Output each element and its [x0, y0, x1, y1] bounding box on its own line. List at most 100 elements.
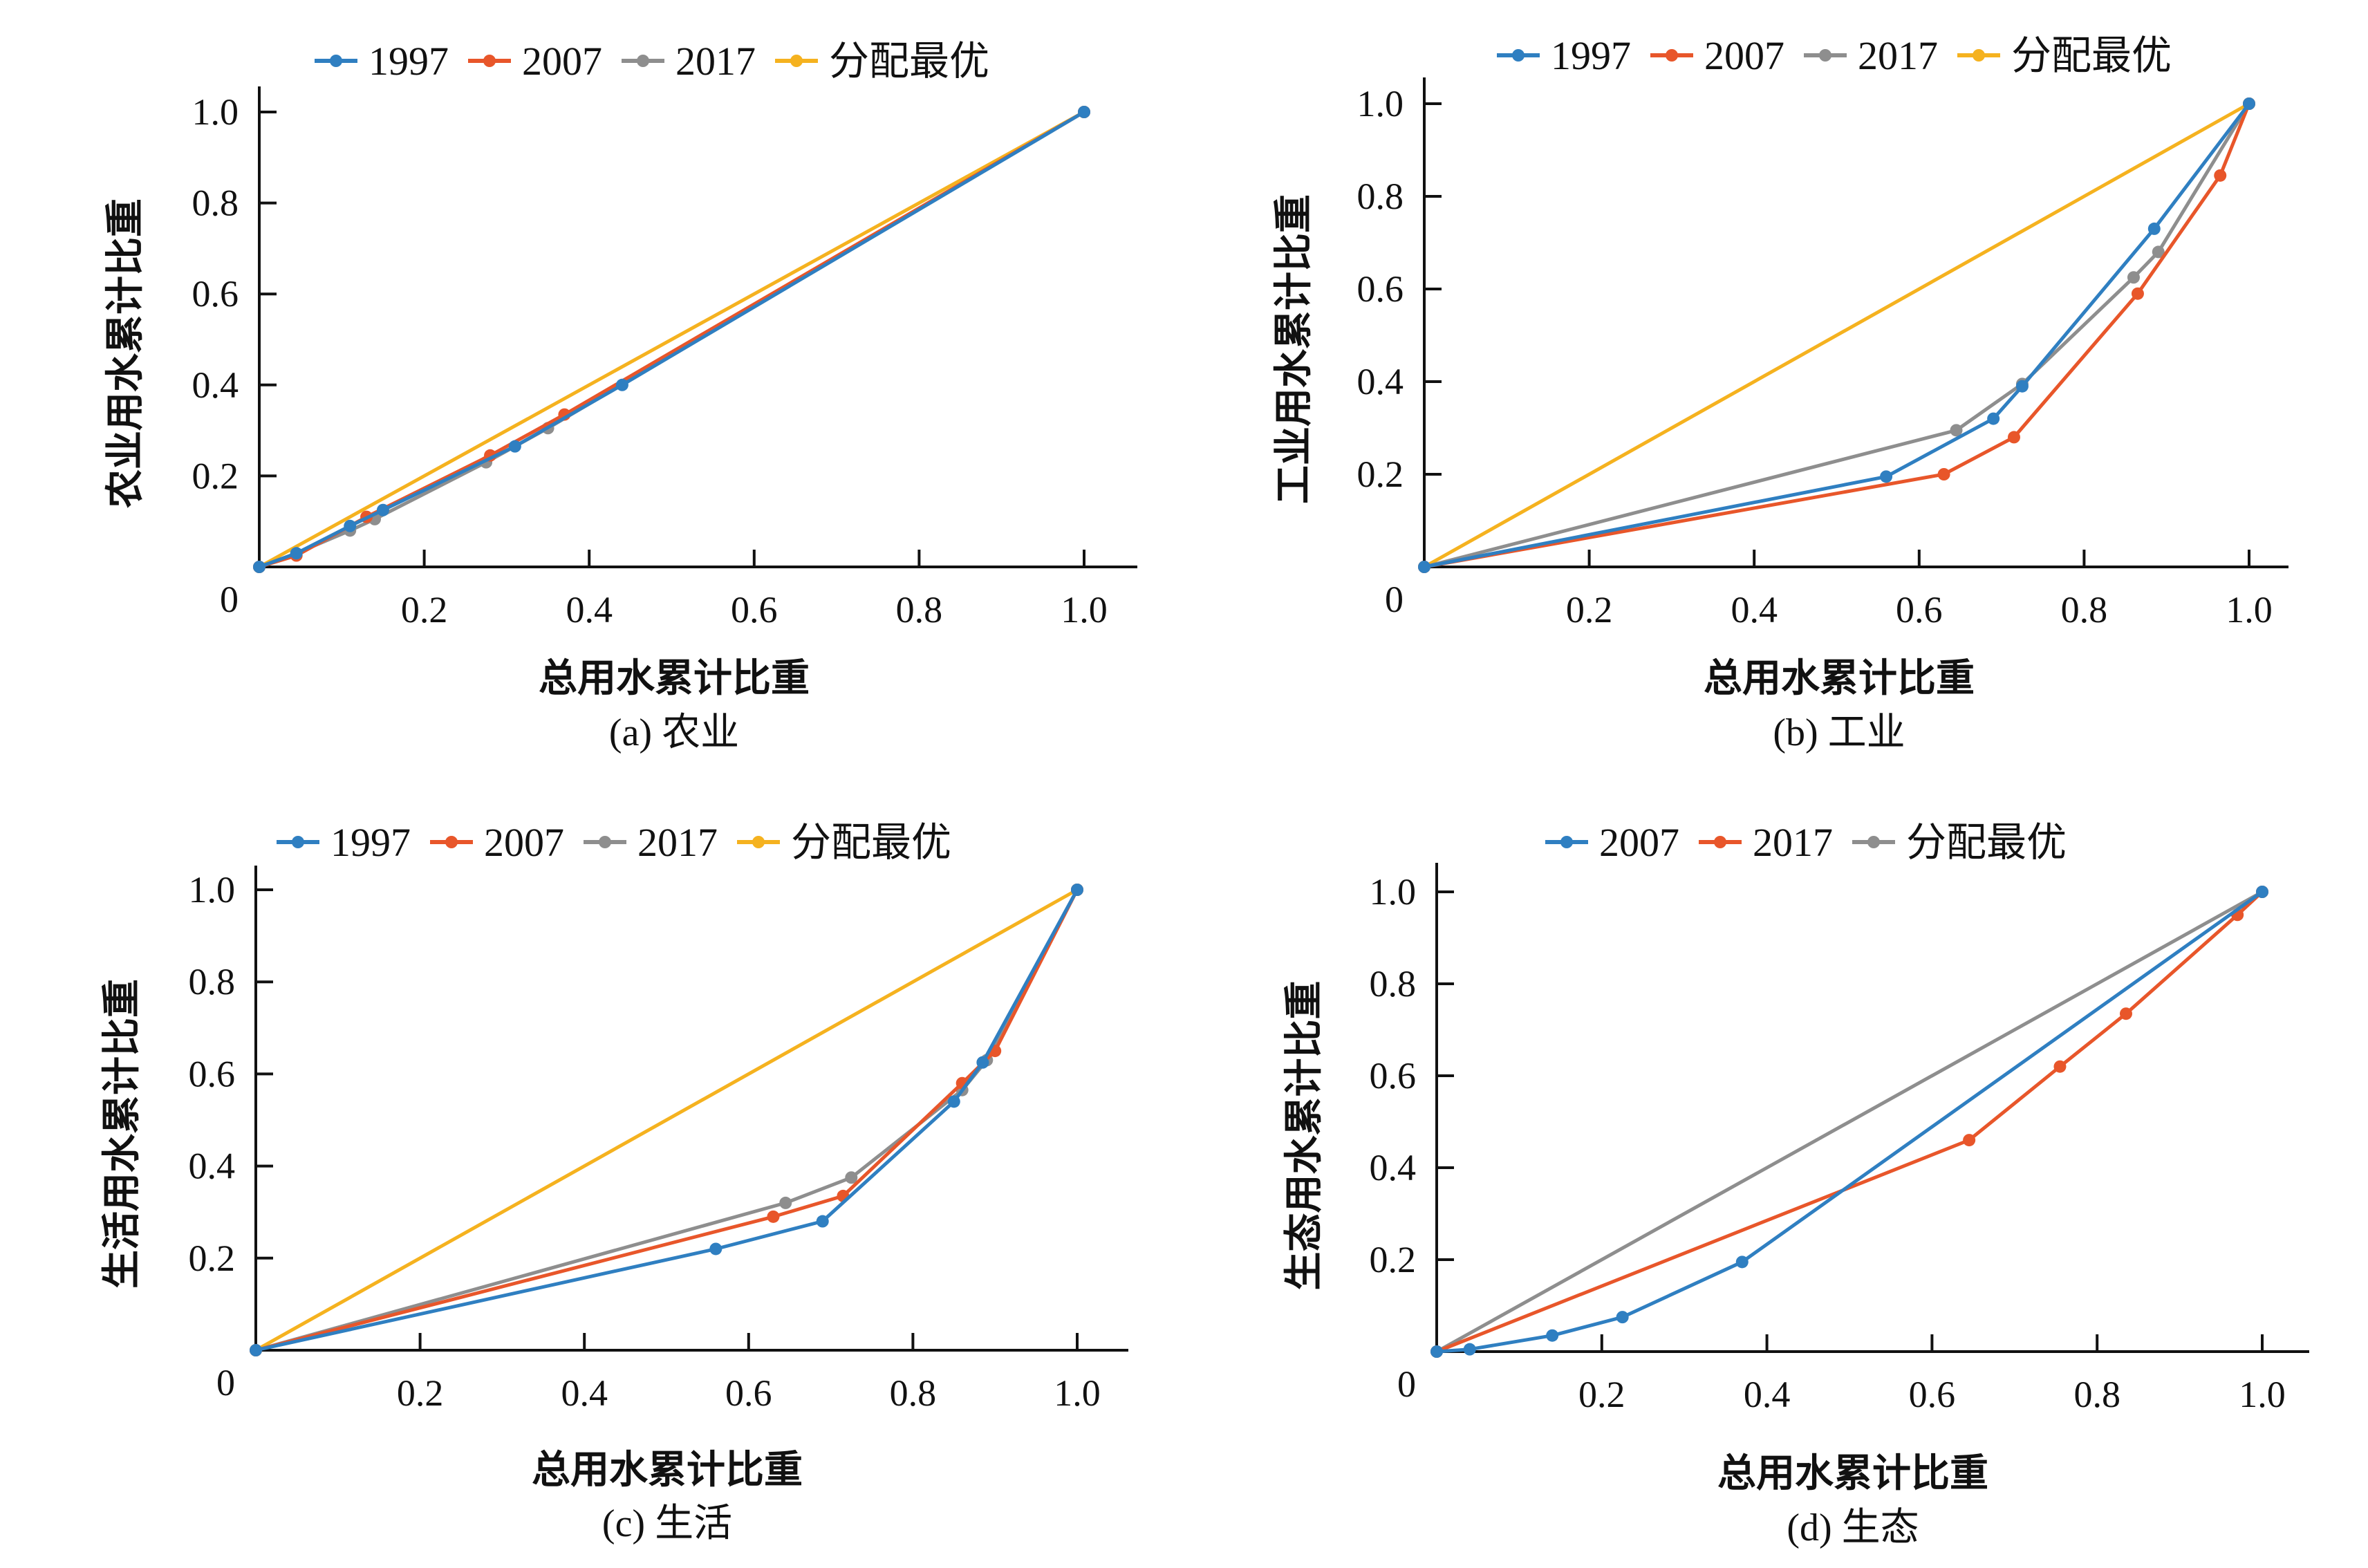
x-tick-label: 0.6 [725, 1372, 772, 1414]
data-point [290, 547, 303, 560]
series-line [1424, 102, 2251, 569]
data-point [1616, 1311, 1629, 1324]
legend-item: 2017 [584, 820, 718, 865]
y-tick-label: 0.6 [1357, 268, 1404, 310]
data-point [767, 1210, 780, 1223]
legend-label: 分配最优 [829, 39, 989, 84]
data-point [2127, 271, 2140, 284]
legend-marker [1867, 836, 1880, 848]
series-分配最优 [1430, 886, 2268, 1358]
x-tick-label: 1.0 [1061, 589, 1108, 631]
series-1997 [250, 884, 1083, 1356]
data-point [1463, 1343, 1476, 1356]
series-分配最优 [250, 884, 1083, 1356]
legend-marker [599, 836, 611, 848]
legend-label: 2007 [522, 39, 602, 84]
series-line [258, 110, 1085, 569]
y-tick-label: 0.2 [1370, 1239, 1417, 1280]
x-tick-label: 0.2 [397, 1372, 444, 1414]
data-point [845, 1171, 858, 1184]
data-point [615, 378, 628, 391]
plot-area [1418, 97, 2255, 573]
data-point [2243, 97, 2255, 110]
data-point [1963, 1134, 1976, 1147]
series-line [255, 888, 1079, 1352]
legend-marker [445, 836, 458, 848]
x-tick-label: 1.0 [1054, 1372, 1101, 1414]
legend: 1997 2007 2017 分配最优 [315, 39, 989, 84]
y-tick-label: 0.6 [1370, 1055, 1417, 1096]
data-point [1546, 1329, 1559, 1342]
data-point [947, 1095, 960, 1108]
x-tick-label: 0.4 [561, 1372, 608, 1414]
x-tick-label: 0.6 [1896, 589, 1943, 631]
series-line [1435, 890, 2264, 1354]
series-1997 [253, 106, 1090, 573]
series-2007 [1430, 886, 2268, 1358]
y-tick-label: 0.2 [1357, 454, 1404, 495]
legend-label: 分配最优 [2011, 33, 2172, 78]
legend-label: 2007 [1704, 33, 1784, 78]
y-tick-label: 0.2 [189, 1238, 236, 1279]
x-tick-label: 0.8 [2073, 1374, 2120, 1415]
legend-label: 1997 [330, 820, 411, 865]
panel-b: 1997 2007 2017 分配最优 0.2 0.4 0.6 0.8 1.00.20.40.… [1271, 33, 2288, 754]
legend-item: 分配最优 [1957, 33, 2172, 78]
data-point [2152, 245, 2165, 259]
y-tick-label: 1.0 [189, 869, 236, 911]
legend-marker [1714, 836, 1726, 848]
data-point [1987, 412, 2000, 425]
y-tick-label: 0.2 [192, 455, 239, 496]
data-point [1078, 106, 1090, 118]
data-point [1418, 561, 1430, 573]
series-line [1423, 102, 2250, 569]
y-tick-label: 1.0 [192, 91, 239, 133]
legend: 2007 2017 分配最优 [1545, 820, 2067, 865]
legend-item: 2017 [1804, 33, 1938, 78]
x-tick-label: 1.0 [2239, 1374, 2286, 1415]
axes: 0.2 0.4 0.6 0.8 1.0 0.2 0.4 0.6 0.8 1.0 0 [1357, 77, 2288, 631]
y-tick-label: 0.8 [189, 961, 236, 1002]
legend-marker [752, 836, 765, 848]
x-axis-title: 总用水累计比重 [1717, 1450, 1988, 1496]
series-line [259, 110, 1085, 569]
axes: 0.2 0.4 0.6 0.8 1.0 0.2 0.4 0.6 0.8 1.0 0 [1370, 863, 2309, 1415]
legend-item: 1997 [315, 39, 449, 84]
series-line [255, 888, 1079, 1352]
data-point [1071, 884, 1083, 896]
x-tick-label: 1.0 [2226, 589, 2273, 631]
data-point [709, 1242, 722, 1256]
legend-item: 1997 [277, 820, 411, 865]
legend-marker [1973, 49, 1985, 62]
legend-label: 1997 [369, 39, 449, 84]
legend-marker [1666, 49, 1678, 62]
x-tick-label: 0.8 [890, 1372, 937, 1414]
series-line [1424, 102, 2250, 569]
x-tick-label: 0.4 [1731, 589, 1778, 631]
legend-label: 2017 [1858, 33, 1938, 78]
y-axis-title: 工业用水累计比重 [1271, 194, 1316, 504]
plot-area [250, 884, 1083, 1356]
legend: 1997 2007 2017 分配最优 [1497, 33, 2172, 78]
legend-item: 分配最优 [737, 820, 951, 865]
data-point [1937, 468, 1950, 480]
data-point [1430, 1345, 1443, 1358]
x-axis-title: 总用水累计比重 [532, 1447, 803, 1493]
y-tick-label: 0.6 [192, 273, 239, 315]
legend-marker [292, 836, 304, 848]
legend-item: 2007 [1650, 33, 1784, 78]
y-tick-label: 0.4 [1357, 361, 1404, 402]
legend-label: 2007 [484, 820, 564, 865]
legend-item: 2017 [1699, 820, 1833, 865]
x-tick-label: 0.4 [566, 589, 613, 631]
panel-caption: (d) 生态 [1787, 1506, 1919, 1549]
x-tick-label: 0.2 [1578, 1374, 1625, 1415]
y-tick-label: 0.8 [1370, 963, 1417, 1005]
data-point [1950, 424, 1963, 437]
x-tick-label: 0.6 [731, 589, 778, 631]
data-point [976, 1056, 989, 1069]
panel-caption: (c) 生活 [602, 1502, 732, 1545]
legend-item: 2007 [430, 820, 564, 865]
data-point [2007, 431, 2020, 444]
axes: 0.2 0.4 0.6 0.8 1.0 0.2 0.4 0.6 0.8 1.0 0 [192, 86, 1137, 631]
